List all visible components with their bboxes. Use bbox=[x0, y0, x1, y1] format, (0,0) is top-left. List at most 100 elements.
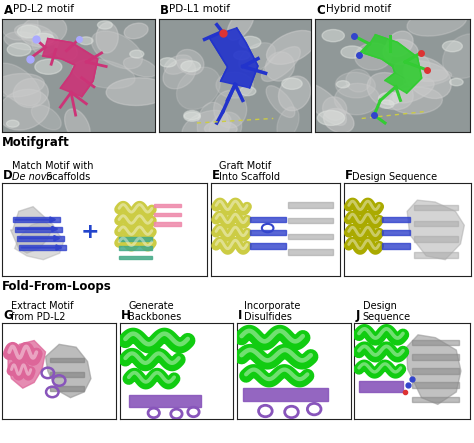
Ellipse shape bbox=[379, 100, 394, 109]
Text: D: D bbox=[3, 169, 13, 182]
Ellipse shape bbox=[266, 85, 295, 117]
Polygon shape bbox=[154, 204, 181, 207]
Ellipse shape bbox=[181, 61, 201, 72]
Text: Hybrid motif: Hybrid motif bbox=[326, 4, 391, 14]
Text: Disulfides: Disulfides bbox=[244, 312, 292, 322]
Polygon shape bbox=[407, 335, 461, 404]
Ellipse shape bbox=[0, 74, 45, 97]
Ellipse shape bbox=[64, 109, 90, 143]
Ellipse shape bbox=[209, 112, 242, 146]
Ellipse shape bbox=[323, 97, 347, 120]
Text: B: B bbox=[160, 4, 169, 16]
Ellipse shape bbox=[322, 30, 345, 42]
Ellipse shape bbox=[265, 52, 294, 81]
Ellipse shape bbox=[367, 73, 413, 109]
Ellipse shape bbox=[106, 78, 169, 105]
Polygon shape bbox=[13, 218, 60, 222]
Ellipse shape bbox=[403, 55, 430, 83]
Ellipse shape bbox=[91, 31, 143, 69]
Ellipse shape bbox=[383, 39, 418, 65]
Ellipse shape bbox=[163, 59, 196, 89]
Ellipse shape bbox=[20, 15, 67, 47]
Polygon shape bbox=[50, 358, 84, 362]
Ellipse shape bbox=[394, 60, 447, 82]
Ellipse shape bbox=[130, 50, 144, 58]
Polygon shape bbox=[288, 218, 333, 223]
Ellipse shape bbox=[204, 121, 237, 136]
Text: C: C bbox=[317, 4, 325, 16]
Ellipse shape bbox=[389, 87, 442, 114]
Text: A: A bbox=[4, 4, 13, 16]
Ellipse shape bbox=[184, 111, 200, 120]
Ellipse shape bbox=[392, 78, 434, 103]
Text: Fold-From-Loops: Fold-From-Loops bbox=[2, 280, 112, 293]
Polygon shape bbox=[129, 395, 201, 407]
Polygon shape bbox=[50, 386, 84, 391]
Text: +: + bbox=[81, 222, 100, 242]
Polygon shape bbox=[288, 233, 333, 239]
Polygon shape bbox=[407, 200, 465, 260]
Ellipse shape bbox=[214, 90, 247, 128]
Polygon shape bbox=[50, 372, 84, 377]
Text: Extract Motif: Extract Motif bbox=[11, 301, 73, 311]
Ellipse shape bbox=[197, 102, 229, 152]
Text: PD-L2 motif: PD-L2 motif bbox=[13, 4, 74, 14]
Ellipse shape bbox=[407, 8, 467, 36]
Polygon shape bbox=[412, 382, 459, 388]
Ellipse shape bbox=[379, 92, 401, 105]
Polygon shape bbox=[250, 217, 286, 222]
Text: Into Scaffold: Into Scaffold bbox=[219, 172, 281, 182]
Ellipse shape bbox=[216, 72, 254, 98]
Ellipse shape bbox=[324, 109, 354, 133]
Ellipse shape bbox=[35, 59, 62, 74]
Polygon shape bbox=[119, 246, 152, 250]
Polygon shape bbox=[413, 252, 458, 258]
Polygon shape bbox=[154, 222, 181, 226]
Polygon shape bbox=[250, 230, 286, 236]
Polygon shape bbox=[243, 388, 328, 401]
Ellipse shape bbox=[266, 31, 316, 64]
Text: from PD-L2: from PD-L2 bbox=[11, 312, 65, 322]
Ellipse shape bbox=[123, 57, 157, 77]
Polygon shape bbox=[119, 237, 152, 241]
Ellipse shape bbox=[234, 51, 250, 60]
Text: Incorporate: Incorporate bbox=[244, 301, 300, 311]
Text: Design Sequence: Design Sequence bbox=[352, 172, 438, 182]
Text: E: E bbox=[212, 169, 220, 182]
Ellipse shape bbox=[0, 63, 41, 105]
Polygon shape bbox=[412, 368, 459, 374]
Text: Backbones: Backbones bbox=[128, 312, 182, 322]
Ellipse shape bbox=[32, 31, 58, 54]
Ellipse shape bbox=[184, 112, 201, 121]
Polygon shape bbox=[43, 39, 98, 97]
Polygon shape bbox=[15, 227, 62, 232]
Polygon shape bbox=[413, 221, 458, 226]
Text: F: F bbox=[345, 169, 353, 182]
Ellipse shape bbox=[227, 8, 254, 40]
Text: J: J bbox=[355, 309, 360, 322]
Ellipse shape bbox=[303, 84, 346, 125]
Ellipse shape bbox=[79, 37, 93, 45]
Ellipse shape bbox=[164, 55, 192, 74]
Ellipse shape bbox=[239, 43, 275, 72]
Ellipse shape bbox=[159, 58, 176, 67]
Ellipse shape bbox=[346, 69, 371, 92]
Ellipse shape bbox=[176, 50, 204, 75]
Polygon shape bbox=[17, 236, 64, 241]
Ellipse shape bbox=[18, 25, 40, 38]
Ellipse shape bbox=[98, 21, 112, 29]
Ellipse shape bbox=[355, 43, 392, 70]
Ellipse shape bbox=[124, 23, 148, 39]
Ellipse shape bbox=[1, 9, 38, 40]
Polygon shape bbox=[413, 237, 458, 242]
Text: G: G bbox=[3, 309, 13, 322]
Ellipse shape bbox=[336, 72, 375, 98]
Ellipse shape bbox=[31, 105, 61, 130]
Polygon shape bbox=[10, 207, 54, 253]
Ellipse shape bbox=[341, 46, 364, 58]
Polygon shape bbox=[209, 28, 258, 88]
Text: Match Motif with: Match Motif with bbox=[12, 161, 93, 171]
Ellipse shape bbox=[240, 87, 256, 96]
Text: I: I bbox=[238, 309, 242, 322]
Ellipse shape bbox=[403, 70, 452, 87]
